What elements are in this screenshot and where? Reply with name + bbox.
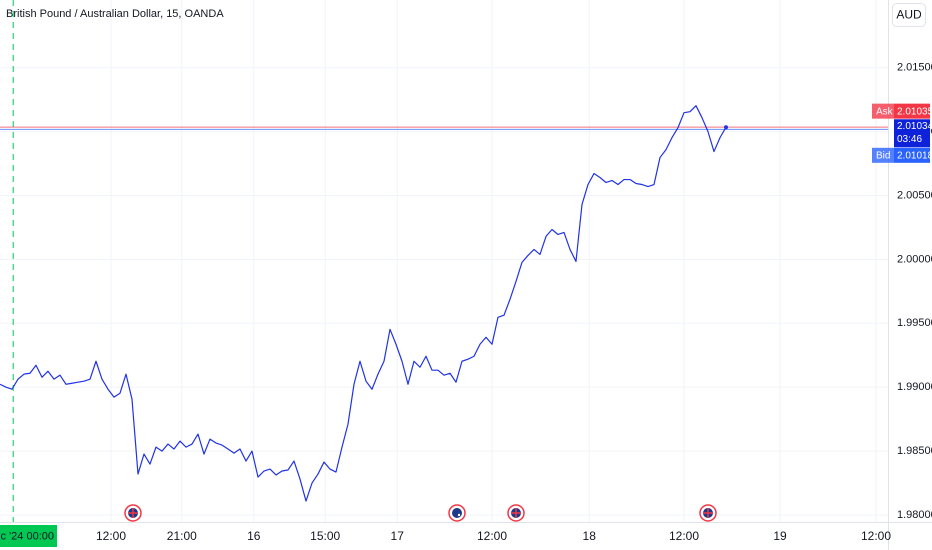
chart-title: British Pound / Australian Dollar, 15, O…	[6, 8, 224, 20]
last-price: 2.01034	[897, 121, 932, 132]
y-tick-label: 1.99500	[897, 317, 932, 329]
ask-tag-box	[872, 103, 894, 119]
y-tick-label: 1.98000	[897, 509, 932, 521]
countdown: 03:46	[897, 134, 922, 145]
x-tick-label: 12:00	[669, 529, 699, 543]
x-tick-label: 16	[247, 529, 261, 543]
grid	[0, 0, 888, 522]
y-tick-label: 2.00000	[897, 253, 932, 265]
y-tick-label: 2.01500	[897, 62, 932, 74]
x-tick-label: 15:00	[310, 529, 340, 543]
event-flag[interactable]	[507, 504, 525, 522]
ask-value: 2.01035	[897, 106, 932, 117]
x-tick-label: 19	[773, 529, 787, 543]
x-tick-label: 17	[391, 529, 405, 543]
currency-label[interactable]: AUD	[896, 8, 922, 22]
crosshair-label-box	[0, 525, 57, 547]
last-point	[724, 125, 728, 130]
event-flag[interactable]	[448, 504, 466, 522]
ask-tag: Ask	[876, 106, 894, 117]
crosshair-label: Dec '24 00:00	[0, 530, 54, 542]
y-tick-label: 1.98500	[897, 445, 932, 457]
bid-tag-box	[872, 147, 894, 163]
ask-value-box	[894, 103, 930, 119]
bid-value-box	[894, 147, 930, 163]
bid-tag: Bid	[876, 150, 890, 161]
price-line	[0, 105, 727, 502]
x-tick-label: 12:00	[861, 529, 891, 543]
bid-value: 2.01018	[897, 150, 932, 161]
event-flag[interactable]	[699, 504, 717, 522]
x-tick-label: 12:00	[96, 529, 126, 543]
currency-button[interactable]	[892, 3, 926, 27]
event-flag[interactable]	[124, 504, 142, 522]
y-tick-label: 1.99000	[897, 381, 932, 393]
y-tick-label: 2.00500	[897, 189, 932, 201]
x-tick-label: 18	[583, 529, 597, 543]
last-price-box	[894, 119, 930, 148]
x-tick-label: 21:00	[167, 529, 197, 543]
x-tick-label: 12:00	[477, 529, 507, 543]
event-markers	[124, 504, 717, 522]
